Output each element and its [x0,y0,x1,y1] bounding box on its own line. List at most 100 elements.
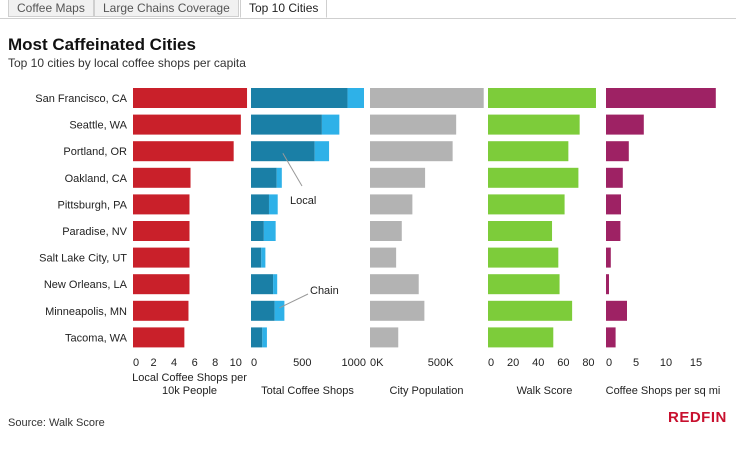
bar-total_shops [263,221,276,241]
bar-walk_score [488,141,569,162]
axis-label-per_sq_mi: Coffee Shops per sq mi [606,385,721,397]
bar-total_shops [251,114,322,135]
bar-walk_score [488,194,565,215]
bar-local_per_10k [133,114,241,135]
tick-label-walk_score: 40 [532,357,544,369]
annotation-leader-local [282,152,303,187]
bar-total_shops [251,194,269,215]
tick-label-local_per_10k: 10 [230,357,242,369]
tick-label-local_per_10k: 8 [212,357,218,369]
axis-label-total_shops: Total Coffee Shops [261,385,354,397]
category-label: Seattle, WA [69,120,127,132]
source-note: Source: Walk Score [8,417,105,429]
bar-local_per_10k [133,221,190,241]
brand-logo: REDFIN [668,409,727,426]
bar-local_per_10k [133,167,191,188]
bar-local_per_10k [133,247,190,268]
bar-population [370,221,402,241]
axis-label-local_per_10k: Local Coffee Shops per [132,372,247,384]
bar-walk_score [488,88,596,108]
annotation-local: Local [290,195,316,207]
bar-walk_score [488,247,559,268]
bar-local_per_10k [133,300,189,321]
bar-walk_score [488,327,554,348]
bar-total_shops [251,327,263,348]
tab-large-chains-coverage[interactable]: Large Chains Coverage [94,0,239,17]
bar-population [370,274,419,295]
tick-label-per_sq_mi: 0 [606,357,612,369]
tab-bar: Coffee Maps Large Chains Coverage Top 10… [0,0,736,19]
bar-per_sq_mi [606,221,621,241]
category-label: Tacoma, WA [65,332,128,344]
bar-total_shops [251,88,348,108]
bar-population [370,300,425,321]
bar-total_shops [251,141,315,162]
bar-total_shops [251,221,264,241]
category-label: San Francisco, CA [35,93,127,105]
bar-population [370,114,457,135]
bar-walk_score [488,300,573,321]
bar-per_sq_mi [606,114,644,135]
tick-label-local_per_10k: 4 [171,357,177,369]
chart-subtitle: Top 10 cities by local coffee shops per … [8,56,246,70]
bar-total_shops [276,167,282,188]
category-label: Oakland, CA [65,173,128,185]
bar-per_sq_mi [606,274,609,295]
bar-per_sq_mi [606,194,621,215]
tick-label-total_shops: 1000 [341,357,365,369]
bar-total_shops [251,274,274,295]
bar-total_shops [262,327,267,348]
category-label: Pittsburgh, PA [58,199,128,211]
bar-population [370,327,399,348]
bar-population [370,167,426,188]
bar-local_per_10k [133,141,234,162]
bar-walk_score [488,221,553,241]
bar-local_per_10k [133,327,185,348]
category-label: Paradise, NV [62,226,127,238]
bar-population [370,194,413,215]
tick-label-total_shops: 500 [293,357,311,369]
tick-label-local_per_10k: 0 [133,357,139,369]
tick-label-walk_score: 20 [507,357,519,369]
tick-label-local_per_10k: 6 [192,357,198,369]
tick-label-local_per_10k: 2 [150,357,156,369]
bar-per_sq_mi [606,88,716,108]
bar-total_shops [314,141,330,162]
bar-population [370,247,397,268]
bar-population [370,88,484,108]
tick-label-walk_score: 0 [488,357,494,369]
bar-total_shops [261,247,266,268]
chart-title: Most Caffeinated Cities [8,35,196,54]
tick-label-per_sq_mi: 5 [633,357,639,369]
tab-coffee-maps[interactable]: Coffee Maps [8,0,94,17]
category-label: Minneapolis, MN [45,306,127,318]
bar-total_shops [273,274,278,295]
category-label: Portland, OR [63,146,127,158]
tick-label-walk_score: 80 [582,357,594,369]
annotation-chain: Chain [310,285,339,297]
bar-per_sq_mi [606,167,623,188]
tick-label-population: 500K [428,357,454,369]
bar-total_shops [251,167,277,188]
bar-walk_score [488,167,579,188]
bar-total_shops [274,300,285,321]
bar-per_sq_mi [606,327,616,348]
bar-walk_score [488,114,580,135]
bar-total_shops [321,114,340,135]
axis-label-walk_score: Walk Score [517,385,573,397]
axis-label-population: City Population [390,385,464,397]
tick-label-per_sq_mi: 15 [690,357,702,369]
tab-top-10-cities[interactable]: Top 10 Cities [240,0,328,18]
bar-local_per_10k [133,88,248,108]
bar-total_shops [251,300,275,321]
tick-label-walk_score: 60 [557,357,569,369]
bar-total_shops [347,88,364,108]
annotation-leader-chain [279,293,309,309]
category-label: Salt Lake City, UT [39,253,127,265]
bar-population [370,141,453,162]
tick-label-total_shops: 0 [251,357,257,369]
bar-local_per_10k [133,194,190,215]
bar-per_sq_mi [606,141,629,162]
category-label: New Orleans, LA [44,279,128,291]
bar-walk_score [488,274,560,295]
